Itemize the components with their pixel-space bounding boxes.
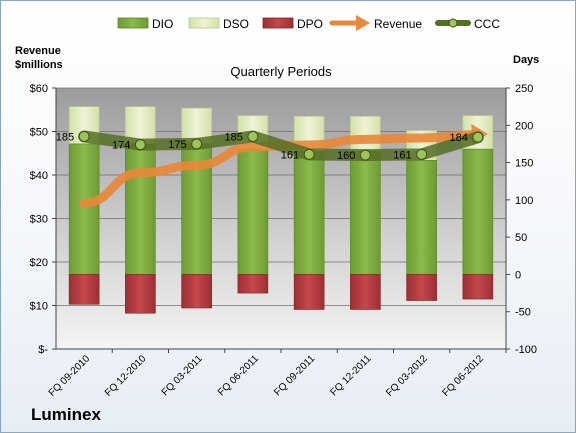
bar-dio (462, 148, 494, 275)
legend-swatch (188, 17, 220, 29)
ccc-point (191, 138, 203, 150)
legend-item: Revenue (329, 15, 422, 31)
x-tick-label: FQ 06-2012 (440, 353, 486, 399)
legend-label: DSO (223, 17, 249, 31)
bar-dio (350, 151, 381, 275)
ccc-point (416, 148, 428, 160)
legend-swatch-arrowhead (356, 15, 370, 31)
legend-swatch (117, 17, 149, 29)
ccc-line (78, 130, 484, 162)
ccc-label: 184 (450, 132, 468, 144)
ccc-label: 161 (281, 149, 299, 161)
ccc-label: 175 (168, 139, 186, 151)
x-tick-label: FQ 12-2010 (103, 353, 149, 399)
legend-item: DPO (262, 17, 323, 31)
ccc-label: 174 (112, 140, 130, 152)
bar-dpo (350, 274, 381, 310)
right-tick-label: 200 (515, 120, 533, 132)
right-tick-label: 50 (515, 232, 527, 244)
right-axis-title: Days (513, 54, 539, 66)
bar-dpo (237, 274, 269, 294)
bar-dpo (406, 274, 437, 301)
ccc-point (472, 131, 484, 143)
legend-swatch (262, 17, 294, 29)
ccc-point (134, 139, 146, 151)
left-axis-title-line2: $millions (15, 59, 63, 71)
x-tick-label: FQ 09-2011 (272, 353, 317, 398)
legend-item: DIO (117, 17, 173, 31)
bar-dio (68, 143, 100, 275)
bar-dio (293, 151, 325, 275)
ccc-point (359, 149, 371, 161)
bar-dpo (125, 274, 156, 314)
legend-item: DSO (188, 17, 249, 31)
right-tick-label: 0 (515, 269, 521, 281)
legend: DIO DSO DPO Revenue CCC (117, 15, 500, 31)
right-tick-label: 250 (515, 83, 533, 95)
x-tick-label: FQ 12-2011 (329, 353, 374, 398)
legend-label: Revenue (374, 17, 422, 31)
ccc-point (78, 130, 90, 142)
bar-dso (350, 116, 381, 152)
left-tick-label: $40 (30, 170, 48, 182)
legend-swatch-marker (448, 18, 458, 28)
right-tick-label: -50 (515, 307, 531, 319)
left-tick-label: $50 (30, 127, 48, 139)
ccc-label: 185 (56, 131, 74, 143)
x-tick-label: FQ 03-2012 (384, 353, 430, 399)
x-tick-label: FQ 03-2011 (160, 353, 205, 398)
legend-label: DIO (152, 17, 173, 31)
bar-dio (406, 160, 437, 275)
legend-item: CCC (435, 17, 500, 31)
ccc-point (247, 130, 259, 142)
ccc-label: 161 (393, 149, 411, 161)
chart-title: Quarterly Periods (230, 64, 332, 79)
bar-dpo (68, 274, 100, 305)
left-tick-label: $20 (30, 257, 48, 269)
right-tick-label: 150 (515, 158, 533, 170)
bar-dpo (462, 274, 494, 300)
company-name: Luminex (31, 405, 101, 424)
left-axis-title-line1: Revenue (15, 45, 61, 57)
bar-dpo (293, 274, 325, 310)
legend-label: DPO (297, 17, 323, 31)
ccc-point (303, 148, 315, 160)
bar-dio (125, 143, 156, 275)
x-tick-label: FQ 06-2011 (216, 353, 261, 398)
legend-label: CCC (474, 17, 500, 31)
ccc-label: 185 (225, 131, 243, 143)
right-tick-label: 100 (515, 195, 533, 207)
left-tick-label: $- (38, 344, 48, 356)
right-tick-label: -100 (515, 344, 537, 356)
left-tick-label: $30 (30, 214, 48, 226)
bar-dpo (181, 274, 212, 309)
left-tick-label: $10 (30, 301, 48, 313)
ccc-series: 185 174 175 185 161 160 161 184 (56, 130, 484, 162)
ccc-label: 160 (337, 150, 355, 162)
x-tick-label: FQ 09-2010 (47, 353, 93, 399)
left-tick-label: $60 (30, 83, 48, 95)
bar-dio (237, 148, 269, 275)
